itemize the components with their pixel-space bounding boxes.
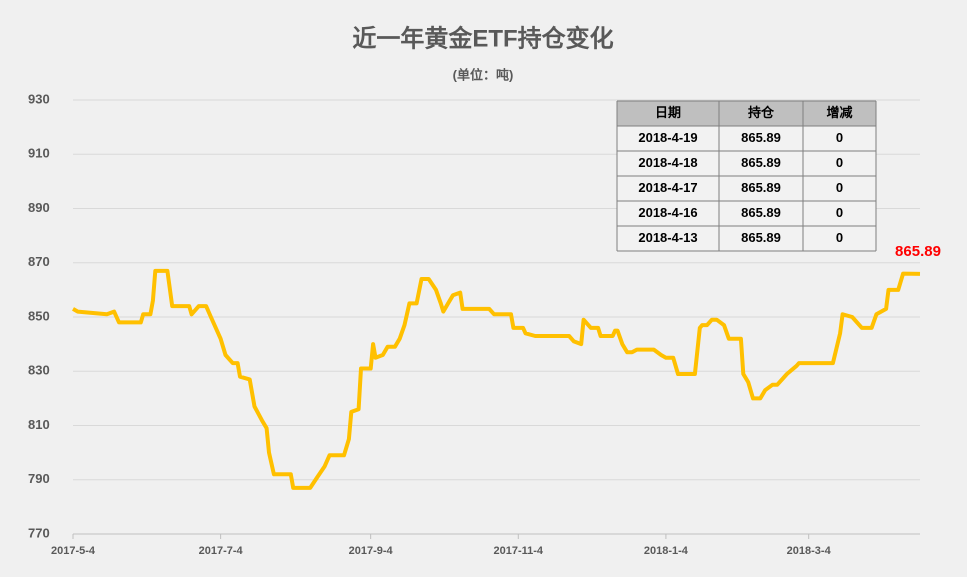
table-cell: 0 (836, 205, 843, 220)
x-tick-label: 2017-11-4 (494, 545, 544, 557)
table-cell: 865.89 (741, 130, 781, 145)
table-cell: 865.89 (741, 205, 781, 220)
table-header: 增减 (826, 105, 852, 120)
table-cell: 2018-4-18 (638, 155, 697, 170)
y-tick-label: 930 (28, 91, 50, 106)
table-cell: 865.89 (741, 230, 781, 245)
data-label: 865.89 (895, 243, 941, 260)
table-cell: 2018-4-17 (638, 180, 697, 195)
x-tick-label: 2017-7-4 (199, 545, 244, 557)
x-tick-label: 2018-3-4 (787, 545, 832, 557)
table-cell: 2018-4-13 (638, 230, 697, 245)
table-cell: 2018-4-19 (638, 130, 697, 145)
table-header: 日期 (655, 105, 681, 120)
x-tick-label: 2017-9-4 (349, 545, 394, 557)
chart-subtitle: (单位：吨) (453, 67, 514, 82)
y-tick-label: 830 (28, 363, 50, 378)
line (72, 268, 921, 490)
y-tick-label: 770 (28, 525, 50, 540)
y-tick-label: 810 (28, 417, 50, 432)
table-cell: 0 (836, 130, 843, 145)
y-tick-label: 790 (28, 471, 50, 486)
chart-title: 近一年黄金ETF持仓变化 (352, 24, 613, 52)
y-tick-label: 870 (28, 254, 50, 269)
table-body-bg (617, 126, 876, 251)
table-cell: 0 (836, 230, 843, 245)
table-cell: 0 (836, 180, 843, 195)
y-tick-label: 890 (28, 200, 50, 215)
table-header-bg (617, 101, 876, 126)
table-header: 持仓 (748, 105, 775, 120)
table-cell: 865.89 (741, 180, 781, 195)
x-tick-label: 2018-1-4 (644, 545, 689, 557)
table-cell: 865.89 (741, 155, 781, 170)
y-tick-label: 850 (28, 308, 50, 323)
table-cell: 0 (836, 155, 843, 170)
x-tick-label: 2017-5-4 (51, 545, 96, 557)
table-cell: 2018-4-16 (638, 205, 697, 220)
y-tick-label: 910 (28, 146, 50, 161)
